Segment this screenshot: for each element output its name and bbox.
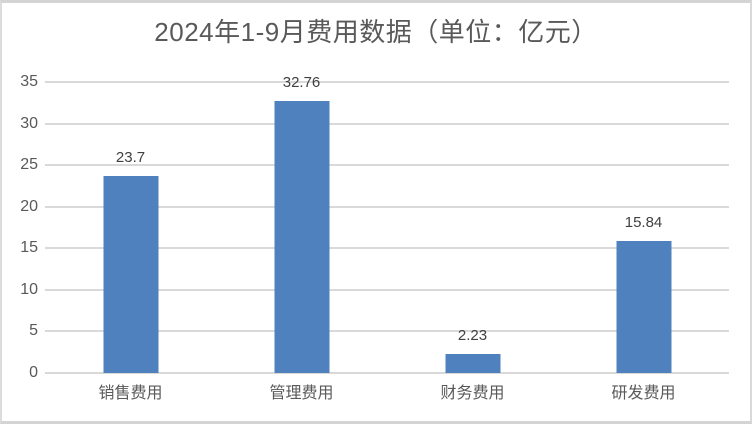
- bar-slot-1: 23.7: [45, 82, 216, 373]
- bar-slot-4: 15.84: [558, 82, 729, 373]
- y-tick-label-30: 30: [20, 114, 38, 132]
- gridline-y-0: [45, 372, 729, 374]
- gridline-y-10: [45, 288, 729, 291]
- y-tick-label-10: 10: [20, 280, 38, 298]
- gridline-y-25: [45, 164, 729, 167]
- y-tick-label-35: 35: [20, 73, 38, 90]
- bar-2: [274, 100, 329, 373]
- gridline-y-35: [45, 81, 729, 83]
- gridline-y-15: [45, 247, 729, 250]
- x-category-label-4: 研发费用: [611, 385, 676, 402]
- bar-4: [616, 241, 671, 373]
- y-tick-label-15: 15: [20, 239, 38, 257]
- bar-value-label-3: 2.23: [457, 327, 488, 345]
- chart-title: 2024年1-9月费用数据（单位：亿元）: [154, 17, 598, 47]
- plot-area: 23.7 32.76 2.23 15.84: [45, 74, 729, 374]
- bar-value-label-2: 32.76: [282, 73, 321, 91]
- y-axis-tick-labels: 0 5 10 15 20 25 30 35: [2, 73, 38, 381]
- y-tick-label-0: 0: [29, 364, 38, 381]
- bar-slot-3: 2.23: [387, 82, 558, 373]
- y-tick-label-5: 5: [29, 322, 38, 340]
- bar-value-label-4: 15.84: [624, 214, 663, 232]
- bar-slot-2: 32.76: [216, 74, 387, 373]
- gridline-y-30: [45, 122, 729, 125]
- bar-value-label-1: 23.7: [115, 148, 146, 166]
- gridline-y-20: [45, 205, 729, 208]
- bars-row: 23.7 32.76 2.23 15.84: [45, 74, 729, 373]
- bar-3: [445, 354, 500, 373]
- x-category-label-2: 管理费用: [269, 385, 334, 402]
- y-tick-label-25: 25: [20, 156, 38, 174]
- y-tick-label-20: 20: [20, 197, 38, 215]
- x-axis-category-labels: 销售费用 管理费用 财务费用 研发费用: [45, 383, 729, 405]
- x-category-label-3: 财务费用: [440, 385, 505, 402]
- gridline-y-5: [45, 330, 729, 333]
- x-category-label-1: 销售费用: [98, 385, 163, 402]
- bar-1: [103, 175, 158, 373]
